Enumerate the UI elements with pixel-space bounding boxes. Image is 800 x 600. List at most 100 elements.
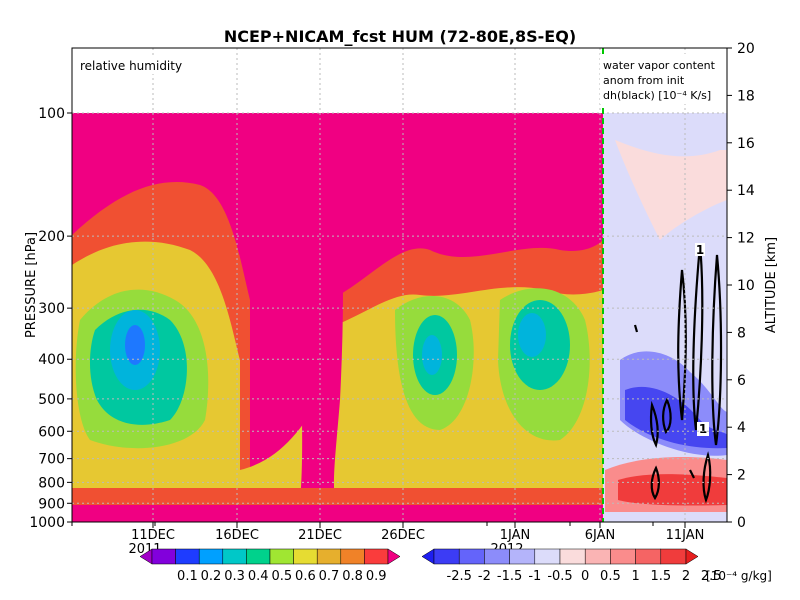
date-tick-label: 26DEC (381, 528, 425, 543)
rh-colorbar-swatch (198, 548, 224, 565)
rh-blue-core-dec (125, 325, 145, 365)
anom-colorbar-swatch-low (421, 548, 435, 565)
altitude-tick-label: 12 (737, 231, 755, 247)
anom-pale-red-upper (615, 140, 727, 240)
date-tick-label: 11DEC (131, 528, 175, 543)
date-tick-label: 6JAN (585, 528, 616, 543)
anom-colorbar: -2.5 -2 -1.5 -1 -0.5 0 0.5 1 1.5 2 2.5 (421, 548, 722, 584)
anom-colorbar-swatch (458, 548, 485, 565)
altitude-tick-label: 16 (737, 136, 755, 152)
right-panel-label-bg (600, 54, 726, 104)
anom-colorbar-swatch (610, 548, 636, 565)
anom-colorbar-label: 2.5 (701, 569, 722, 584)
rh-colorbar-swatch (175, 548, 200, 565)
contour-label: 1 (696, 243, 704, 257)
rh-surface-layer (72, 505, 603, 522)
rh-colorbar-label: 0.4 (248, 569, 269, 584)
rh-colorbar-label: 0.9 (366, 569, 387, 584)
altitude-tick-label: 4 (737, 420, 746, 436)
rh-colorbar-label: 0.1 (177, 569, 198, 584)
altitude-tick-label: 8 (737, 325, 746, 341)
contour-line (692, 244, 704, 431)
contour-line (662, 397, 672, 434)
anom-colorbar-swatch (635, 548, 662, 565)
rh-colorbar-label: 0.6 (295, 569, 316, 584)
rh-colorbar-swatch (151, 548, 176, 565)
rh-colorbar-swatch (246, 548, 271, 565)
altitude-ticks: 0 2 4 6 8 10 12 14 16 18 20 (727, 41, 755, 531)
anom-field (603, 48, 727, 522)
contour-label: 1 (699, 422, 707, 436)
rh-field (72, 48, 603, 522)
altitude-tick-label: 10 (737, 278, 755, 294)
anom-colorbar-label: -1 (528, 569, 541, 584)
heating-contours (633, 244, 723, 504)
contour-line (689, 469, 695, 479)
chart-title: NCEP+NICAM_fcst HUM (72-80E,8S-EQ) (224, 27, 576, 46)
anom-colorbar-label: 1 (631, 569, 639, 584)
anom-colorbar-swatch (534, 548, 561, 565)
altitude-tick-label: 18 (737, 88, 755, 104)
altitude-axis-label: ALTITUDE [km] (764, 237, 779, 333)
rh-colorbar-swatch (316, 548, 342, 565)
contour-line (711, 254, 723, 446)
contour-line (677, 269, 687, 421)
date-tick-label: 1JAN (500, 528, 531, 543)
contour-line (649, 400, 659, 449)
rh-colorbar-label: 0.8 (342, 569, 363, 584)
anom-colorbar-label: 0.5 (600, 569, 621, 584)
rh-colorbar-swatch (222, 548, 247, 565)
rh-colorbar-label: 0.3 (224, 569, 245, 584)
contour-line (702, 451, 712, 504)
rh-colorbar-swatch (364, 548, 389, 565)
altitude-tick-label: 2 (737, 468, 746, 484)
altitude-tick-label: 6 (737, 373, 746, 389)
anom-colorbar-swatch (484, 548, 510, 565)
anom-colorbar-label: 0 (581, 569, 589, 584)
rh-colorbar-swatch (340, 548, 365, 565)
anom-colorbar-label: -2 (478, 569, 491, 584)
right-panel-label-line: water vapor content (603, 59, 716, 72)
rh-colorbar-label: 0.7 (319, 569, 340, 584)
anom-colorbar-label: -2.5 (447, 569, 472, 584)
right-panel-label-line: dh(black) [10⁻⁴ K/s] (603, 89, 711, 102)
pressure-tick-label: 400 (38, 352, 65, 368)
pressure-tick-label: 500 (38, 392, 65, 408)
contour-line (633, 324, 639, 333)
contour-label-box (697, 422, 709, 436)
contour-line (650, 465, 660, 501)
anom-colorbar-label: 1.5 (650, 569, 671, 584)
anom-colorbar-unit: [10⁻⁴ g/kg] (706, 569, 772, 583)
contour-label-box (695, 243, 705, 256)
pressure-tick-label: 800 (38, 475, 65, 491)
altitude-tick-label: 0 (737, 515, 746, 531)
pressure-tick-label: 900 (38, 496, 65, 512)
pressure-ticks: 100 200 300 400 500 600 700 800 900 1000 (29, 106, 72, 531)
pressure-tick-label: 1000 (29, 515, 65, 531)
date-tick-label: 21DEC (298, 528, 342, 543)
anom-colorbar-swatch (584, 548, 611, 565)
left-panel-label-bg (76, 56, 196, 74)
right-panel-label-line: anom from init (603, 74, 685, 87)
rh-cyan-core-dec26 (422, 335, 442, 375)
anom-colorbar-swatch (509, 548, 536, 565)
pressure-tick-label: 100 (38, 106, 65, 122)
pressure-tick-label: 600 (38, 424, 65, 440)
pressure-axis-label: PRESSURE [hPa] (24, 232, 39, 338)
anom-colorbar-label: 2 (682, 569, 690, 584)
altitude-tick-label: 20 (737, 41, 755, 57)
anom-colorbar-label: -1.5 (497, 569, 522, 584)
altitude-tick-label: 14 (737, 183, 755, 199)
date-ticks: 11DEC201116DEC21DEC26DEC1JAN20126JAN11JA… (71, 522, 705, 557)
grid-lines (72, 48, 727, 522)
rh-colorbar-swatch-high (387, 548, 401, 565)
anom-colorbar-swatch (660, 548, 687, 565)
rh-cyan-core-jan (518, 313, 546, 357)
pressure-tick-label: 700 (38, 452, 65, 468)
rh-colorbar-label: 0.2 (201, 569, 222, 584)
date-tick-label: 16DEC (215, 528, 259, 543)
date-tick-label: 11JAN (666, 528, 705, 543)
rh-colorbar-label: 0.5 (271, 569, 292, 584)
anom-colorbar-swatch (559, 548, 586, 565)
